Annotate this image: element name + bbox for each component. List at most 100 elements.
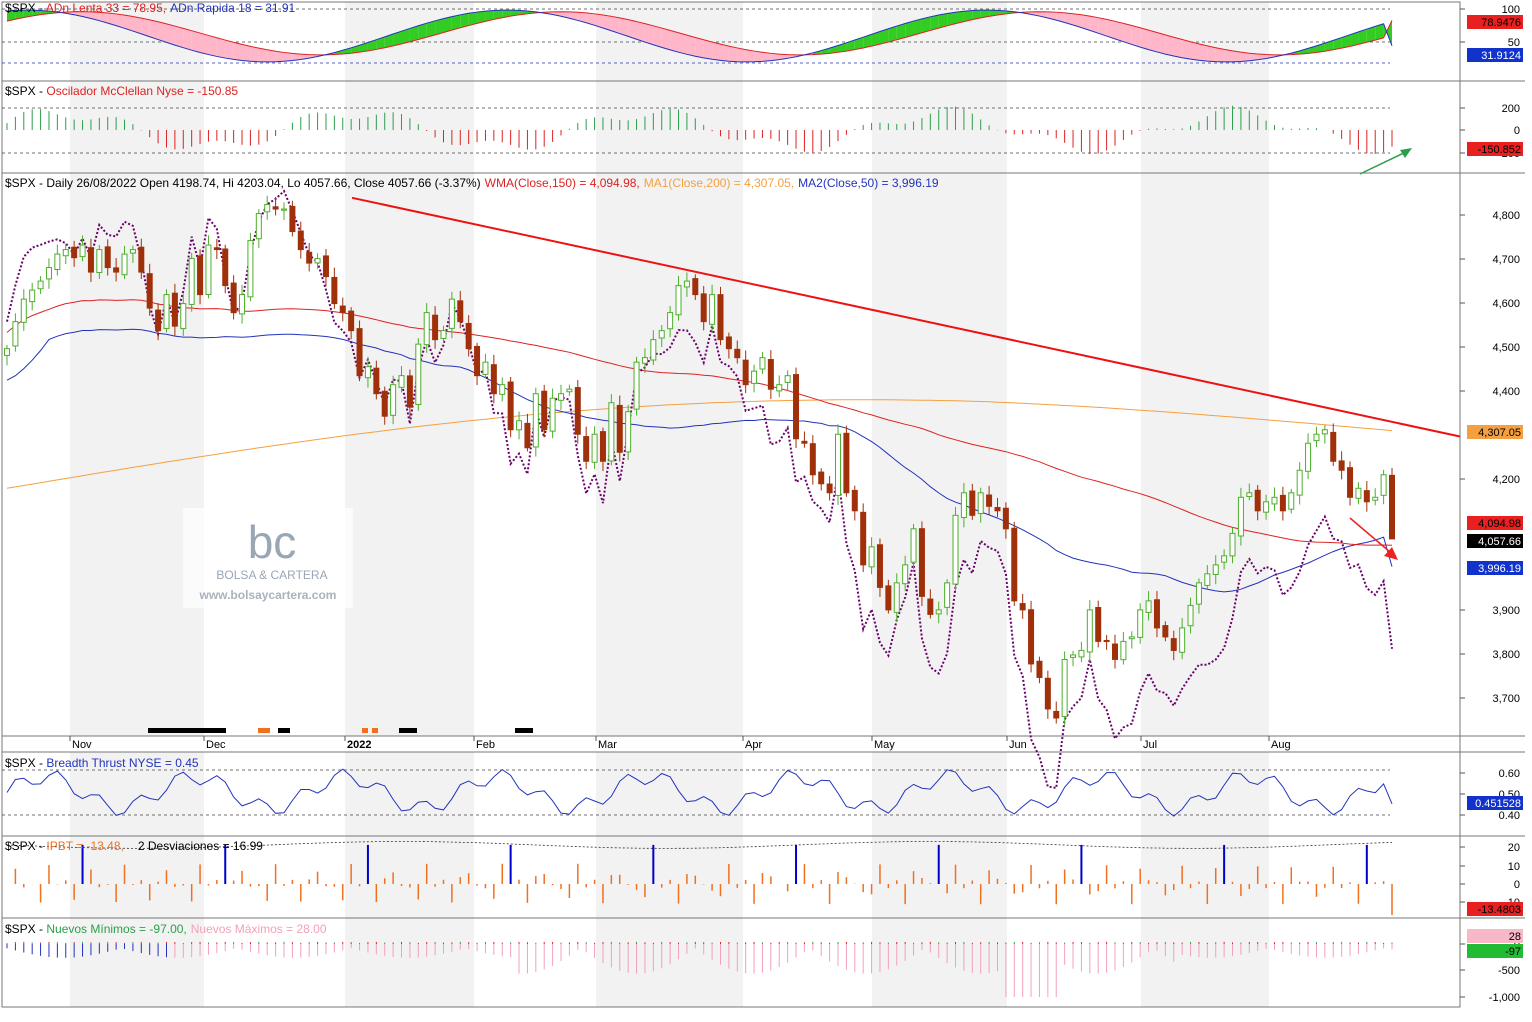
x-axis: Nov Dec 2022 Feb Mar Apr May Jun Jul Aug bbox=[69, 736, 1291, 751]
adline-slow-badge: 78.9476 bbox=[1481, 17, 1521, 29]
y-tick-label: 100 bbox=[1502, 4, 1520, 16]
mcclellan-badge: -150.852 bbox=[1478, 144, 1521, 156]
candle-down bbox=[113, 267, 120, 273]
month-band bbox=[70, 81, 204, 173]
cloud-up bbox=[879, 28, 889, 45]
candle-up bbox=[1061, 658, 1068, 718]
candle-up bbox=[751, 370, 758, 384]
cloud-up bbox=[972, 10, 981, 20]
x-tick-label: Feb bbox=[476, 739, 495, 751]
ma50-badge: 3,996.19 bbox=[1478, 563, 1521, 575]
candle-down bbox=[801, 440, 808, 444]
cloud-down bbox=[250, 46, 259, 62]
cloud-down bbox=[552, 11, 561, 17]
candle-up bbox=[1078, 649, 1085, 658]
cloud-down bbox=[149, 19, 159, 40]
cloud-down bbox=[1073, 13, 1082, 28]
y-tick-label: 4,600 bbox=[1492, 298, 1520, 310]
candle-down bbox=[1028, 609, 1035, 665]
candle-up bbox=[239, 294, 246, 315]
month-band bbox=[345, 918, 474, 1007]
candle-up bbox=[683, 280, 690, 288]
cloud-down bbox=[686, 35, 696, 57]
candle-up bbox=[910, 528, 917, 563]
x-tick-label: Jun bbox=[1009, 739, 1027, 751]
cloud-down bbox=[158, 21, 167, 43]
breadth-title: $SPX - Breadth Thrust NYSE = 0.45 bbox=[5, 756, 199, 770]
newlows-title: $SPX - Nuevos Mínimos = -97.00, Nuevos Má… bbox=[5, 922, 327, 936]
cloud-down bbox=[141, 18, 150, 37]
candle-up bbox=[868, 546, 875, 568]
candle-up bbox=[281, 208, 287, 211]
candle-up bbox=[1305, 442, 1312, 472]
candle-up bbox=[1179, 627, 1186, 653]
candle-up bbox=[45, 267, 52, 280]
x-tick-label: Apr bbox=[745, 739, 762, 751]
y-tick-label: 4,500 bbox=[1492, 342, 1520, 354]
y-tick-label: 3,800 bbox=[1492, 649, 1520, 661]
new-lows-highs-bars bbox=[6, 941, 1393, 997]
x-tick-label: 2022 bbox=[347, 739, 371, 751]
candle-down bbox=[465, 322, 472, 350]
cloud-down bbox=[1190, 41, 1199, 61]
green-arrow-icon bbox=[1400, 148, 1412, 158]
cloud-up bbox=[1358, 29, 1367, 45]
y-tick-label: 3,900 bbox=[1492, 605, 1520, 617]
cloud-down bbox=[1173, 37, 1183, 58]
cloud-down bbox=[1115, 21, 1124, 42]
candle-down bbox=[809, 443, 816, 476]
cloud-up bbox=[854, 37, 864, 50]
candle-up bbox=[1145, 600, 1152, 613]
candle-down bbox=[700, 293, 707, 323]
candle-up bbox=[633, 361, 640, 410]
candle-down bbox=[356, 328, 363, 377]
y-tick-label: -1,000 bbox=[1489, 992, 1520, 1004]
candle-up bbox=[1321, 429, 1328, 435]
candle-down bbox=[272, 206, 279, 210]
candle-up bbox=[364, 366, 371, 379]
cloud-down bbox=[1207, 45, 1216, 62]
cloud-up bbox=[7, 10, 16, 22]
candle-up bbox=[96, 249, 103, 273]
new-lows-badge-bg bbox=[1467, 944, 1523, 958]
month-band bbox=[70, 752, 204, 836]
candle-up bbox=[398, 375, 405, 388]
candle-up bbox=[1313, 433, 1320, 442]
candle-down bbox=[406, 375, 413, 408]
candle-down bbox=[1095, 606, 1102, 642]
ad-fast-line bbox=[6, 9, 1393, 63]
candle-up bbox=[935, 609, 942, 615]
cloud-down bbox=[695, 37, 704, 58]
candle-up bbox=[440, 330, 447, 340]
cloud-up bbox=[989, 10, 998, 17]
candle-up bbox=[1288, 492, 1295, 510]
close-badge: 4,057.66 bbox=[1478, 536, 1521, 548]
watermark-name: BOLSA & CARTERA bbox=[216, 568, 327, 582]
month-band bbox=[596, 752, 743, 836]
candle-down bbox=[490, 364, 497, 395]
mcclellan-panel bbox=[2, 105, 1412, 175]
cloud-down bbox=[1148, 30, 1157, 52]
candle-down bbox=[1279, 494, 1286, 512]
candle-up bbox=[415, 343, 422, 406]
cloud-down bbox=[754, 51, 763, 62]
candle-up bbox=[944, 582, 951, 608]
candle-up bbox=[549, 397, 556, 432]
candle-down bbox=[331, 276, 338, 305]
candle-down bbox=[1002, 507, 1009, 530]
candle-down bbox=[1170, 638, 1177, 651]
cloud-up bbox=[913, 18, 922, 36]
candle-up bbox=[129, 249, 136, 254]
cloud-down bbox=[191, 30, 201, 53]
mcclellan-title: $SPX - Oscilador McClellan Nyse = -150.8… bbox=[5, 84, 238, 98]
month-band bbox=[1141, 752, 1269, 836]
candle-down bbox=[381, 390, 388, 417]
candle-up bbox=[625, 411, 632, 453]
candle-down bbox=[734, 348, 741, 359]
candle-down bbox=[1112, 643, 1118, 660]
cloud-down bbox=[1240, 52, 1250, 62]
wma150-line bbox=[6, 299, 1393, 546]
cloud-up bbox=[510, 10, 520, 17]
cloud-down bbox=[1156, 32, 1166, 55]
